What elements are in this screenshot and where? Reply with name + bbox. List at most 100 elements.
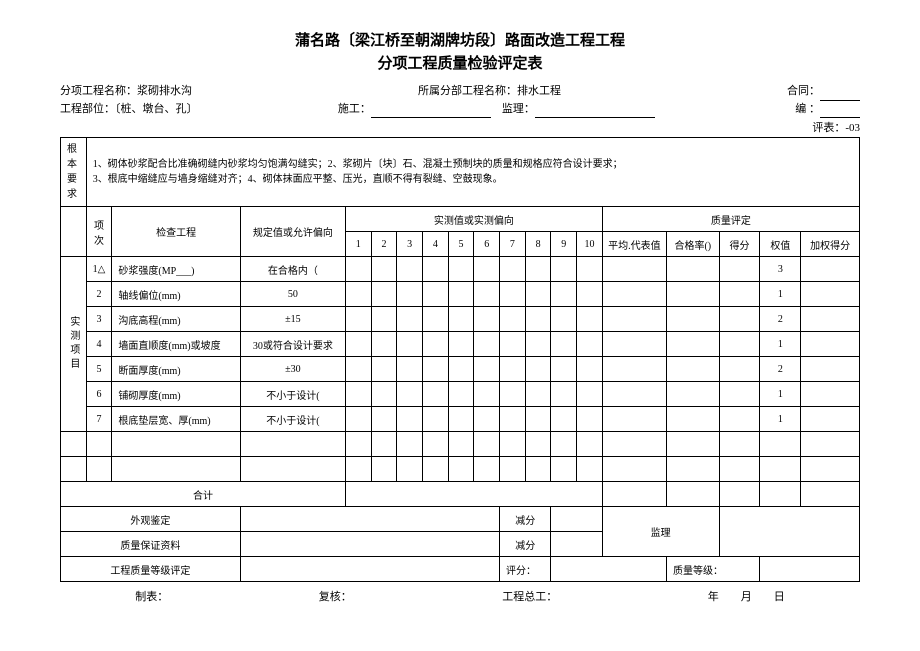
basic-req-label: 根本要求 [61, 138, 87, 207]
meas-cell [371, 282, 397, 307]
score-cell [719, 382, 760, 407]
weighted-cell [801, 382, 860, 407]
spec-cell: 在合格内（ [240, 257, 345, 282]
weighted-cell [801, 407, 860, 432]
table-row: 6铺砌厚度(mm)不小于设计(1 [61, 382, 860, 407]
avg-cell [602, 332, 666, 357]
total-row: 合计 [61, 482, 860, 507]
blank-row [61, 432, 860, 457]
idx-cell: 3 [86, 307, 112, 332]
spec-cell: ±30 [240, 357, 345, 382]
col-item: 检查工程 [112, 207, 240, 257]
meas-cell [577, 282, 603, 307]
meas-cell [448, 282, 474, 307]
table-row: 2轴线偏位(mm)501 [61, 282, 860, 307]
basic-req-text: 1、砌体砂浆配合比准确砌缝内砂浆均匀饱满勾缝实；2、浆砌片〔块〕石、混凝土预制块… [86, 138, 859, 207]
main-table: 根本要求 1、砌体砂浆配合比准确砌缝内砂浆均匀饱满勾缝实；2、浆砌片〔块〕石、混… [60, 137, 860, 582]
meas-cell [345, 307, 371, 332]
table-row: 5断面厚度(mm)±302 [61, 357, 860, 382]
pass-cell [667, 282, 720, 307]
meas-cell [345, 382, 371, 407]
meas-cell [397, 282, 423, 307]
meas-cell [474, 357, 500, 382]
item-cell: 墙面直顺度(mm)或坡度 [112, 332, 240, 357]
meas-cell [474, 382, 500, 407]
meas-10: 10 [577, 232, 603, 257]
meas-cell [371, 307, 397, 332]
meas-cell [345, 407, 371, 432]
meas-cell [448, 382, 474, 407]
meas-cell [371, 357, 397, 382]
meas-cell [397, 257, 423, 282]
meas-3: 3 [397, 232, 423, 257]
weight-cell: 1 [760, 382, 801, 407]
meas-cell [474, 282, 500, 307]
avg-cell [602, 257, 666, 282]
table-row: 3沟底高程(mm)±152 [61, 307, 860, 332]
meas-cell [422, 282, 448, 307]
avg-cell [602, 407, 666, 432]
meas-cell [422, 307, 448, 332]
deduct-label-1: 减分 [500, 507, 551, 532]
meas-1: 1 [345, 232, 371, 257]
weighted-cell [801, 257, 860, 282]
meas-cell [397, 332, 423, 357]
col-pass: 合格率() [667, 232, 720, 257]
header-block: 分项工程名称：浆砌排水沟 所属分部工程名称：排水工程 合同： 工程部位：〔桩、墩… [60, 83, 860, 118]
pass-cell [667, 332, 720, 357]
weighted-cell [801, 357, 860, 382]
deduct-label-2: 减分 [500, 532, 551, 557]
contract-label: 合同： [787, 85, 820, 97]
grade-eval-label: 工程质量等级评定 [61, 557, 241, 582]
meas-cell [422, 407, 448, 432]
pass-cell [667, 307, 720, 332]
col-idx: 项次 [86, 207, 112, 257]
avg-cell [602, 307, 666, 332]
sub-project-label: 分项工程名称： [60, 85, 137, 97]
meas-cell [422, 332, 448, 357]
avg-cell [602, 382, 666, 407]
footer-line: 制表： 复核： 工程总工： 年 月 日 [60, 588, 860, 604]
meas-cell [577, 332, 603, 357]
meas-7: 7 [500, 232, 526, 257]
meas-5: 5 [448, 232, 474, 257]
meas-cell [551, 357, 577, 382]
idx-cell: 6 [86, 382, 112, 407]
idx-cell: 7 [86, 407, 112, 432]
meas-cell [371, 257, 397, 282]
meas-cell [577, 407, 603, 432]
weight-cell: 1 [760, 332, 801, 357]
spec-cell: ±15 [240, 307, 345, 332]
meas-cell [345, 357, 371, 382]
supervisor-label-cell: 监理 [602, 507, 719, 557]
meas-cell [500, 407, 526, 432]
sub-project-value: 浆砌排水沟 [137, 85, 192, 97]
grade-label: 质量等级： [667, 557, 760, 582]
meas-cell [577, 257, 603, 282]
meas-cell [371, 332, 397, 357]
form-no: 评表：-03 [60, 119, 860, 135]
meas-cell [474, 307, 500, 332]
meas-cell [474, 407, 500, 432]
meas-cell [577, 357, 603, 382]
score-cell [719, 407, 760, 432]
col-measured-group: 实测值或实测偏向 [345, 207, 602, 232]
meas-cell [371, 382, 397, 407]
meas-cell [397, 382, 423, 407]
meas-cell [551, 382, 577, 407]
table-row: 实测项目1△砂浆强度(MP___)在合格内（ 3 [61, 257, 860, 282]
meas-cell [448, 407, 474, 432]
blank-row [61, 457, 860, 482]
meas-cell [577, 307, 603, 332]
meas-cell [525, 357, 551, 382]
meas-cell [500, 332, 526, 357]
qa-data-label: 质量保证资料 [61, 532, 241, 557]
item-cell: 沟底高程(mm) [112, 307, 240, 332]
meas-8: 8 [525, 232, 551, 257]
parent-project-value: 排水工程 [517, 85, 561, 97]
weighted-cell [801, 282, 860, 307]
spec-cell: 不小于设计( [240, 382, 345, 407]
meas-cell [500, 257, 526, 282]
title-line2: 分项工程质量检验评定表 [60, 53, 860, 76]
weight-cell: 2 [760, 357, 801, 382]
